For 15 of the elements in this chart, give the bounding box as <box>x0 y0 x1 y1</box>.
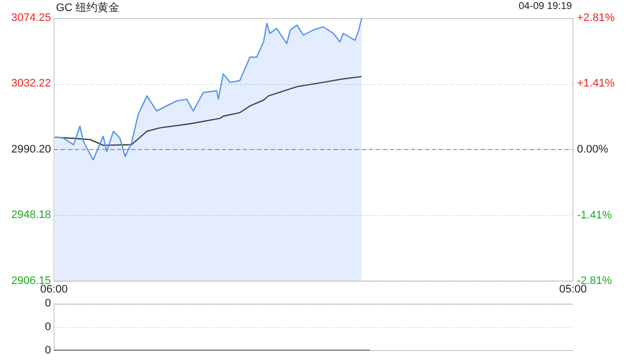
y-tick-label: 0 <box>44 321 51 334</box>
x-tick-label: 06:00 <box>40 283 68 296</box>
text: 04-09 19:19 <box>518 1 572 12</box>
y2-tick-label: -1.41% <box>577 209 612 222</box>
y2-tick-label: +2.81% <box>577 12 615 24</box>
y-tick-label: 2990.20 <box>11 143 51 156</box>
y2-tick-label: +1.41% <box>577 77 615 90</box>
chart-title: GC 纽约黄金 <box>56 1 120 15</box>
y-tick-label: 3074.25 <box>11 12 51 24</box>
y-tick-label: 3032.22 <box>11 78 51 90</box>
y2-tick-label: 0.00% <box>577 143 608 156</box>
y-tick-label: 0 <box>44 298 51 310</box>
x-tick-label: 05:00 <box>559 283 587 296</box>
y-tick-label: 2948.18 <box>11 209 51 222</box>
y-tick-label: 0 <box>44 344 51 356</box>
